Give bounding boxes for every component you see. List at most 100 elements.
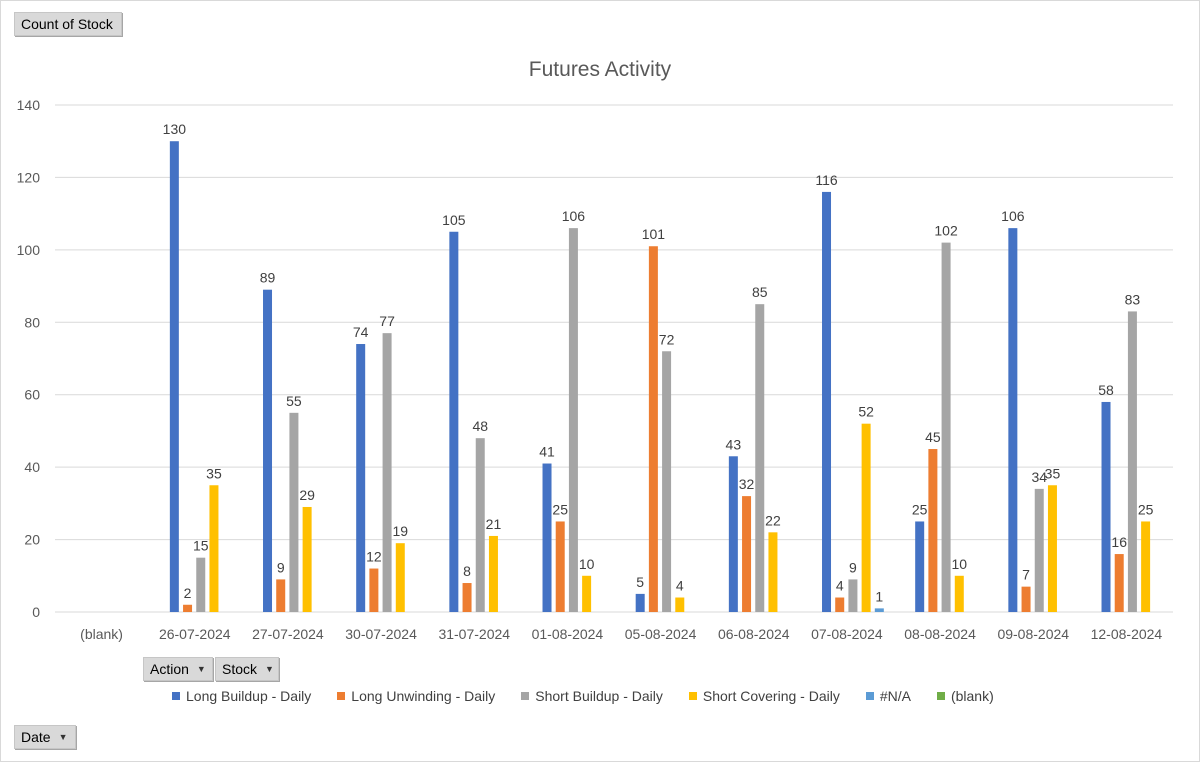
data-label: 102: [934, 223, 958, 239]
bar: [369, 568, 379, 612]
bar: [356, 344, 366, 612]
legend-swatch: [865, 692, 874, 700]
legend-item: Short Covering - Daily: [688, 688, 840, 704]
data-label: 105: [442, 212, 466, 228]
date-label: Date: [21, 729, 51, 745]
legend-label: Short Buildup - Daily: [535, 688, 663, 704]
bar: [755, 304, 765, 612]
data-label: 19: [392, 523, 408, 539]
chart-title: Futures Activity: [529, 58, 672, 81]
bar: [1141, 521, 1151, 612]
legend-item: (blank): [936, 688, 994, 704]
data-label: 35: [1045, 465, 1061, 481]
bar: [209, 485, 219, 612]
data-label: 16: [1111, 534, 1127, 550]
legend-label: #N/A: [879, 688, 911, 704]
data-label: 25: [912, 501, 928, 517]
bar: [742, 496, 752, 612]
data-label: 34: [1031, 469, 1047, 485]
data-label: 7: [1022, 567, 1030, 583]
bar: [1127, 311, 1137, 612]
data-label: 72: [659, 331, 675, 347]
legend-label: Short Covering - Daily: [702, 688, 840, 704]
y-tick-label: 0: [32, 604, 40, 620]
legend-label: Long Buildup - Daily: [186, 688, 312, 704]
x-tick-label: 01-08-2024: [532, 626, 604, 642]
data-label: 21: [486, 516, 502, 532]
y-tick-label: 100: [17, 242, 41, 258]
data-label: 9: [277, 559, 285, 575]
bar: [915, 521, 925, 612]
data-label: 9: [849, 559, 857, 575]
bar: [475, 438, 485, 612]
bar: [276, 579, 286, 612]
bar: [382, 333, 392, 612]
x-tick-label: 31-07-2024: [438, 626, 510, 642]
x-tick-label: 06-08-2024: [718, 626, 790, 642]
data-label: 1: [875, 588, 883, 604]
legend-item: #N/A: [865, 688, 911, 704]
bar: [183, 604, 193, 612]
bar: [848, 579, 858, 612]
y-tick-label: 20: [24, 532, 40, 548]
y-tick-label: 80: [24, 314, 40, 330]
data-label: 45: [925, 429, 941, 445]
action-label: Action: [150, 661, 189, 677]
bar: [954, 575, 964, 612]
bar: [874, 608, 884, 612]
bar: [822, 191, 832, 612]
x-tick-label: (blank): [80, 626, 123, 642]
bar: [555, 521, 565, 612]
y-tick-label: 40: [24, 459, 40, 475]
legend-swatch: [936, 692, 945, 700]
bar: [462, 583, 472, 612]
bar: [835, 597, 845, 612]
data-label: 101: [642, 226, 666, 242]
date-field-button[interactable]: Date ▼: [14, 725, 76, 749]
x-tick-label: 27-07-2024: [252, 626, 324, 642]
data-label: 85: [752, 284, 768, 300]
bar: [728, 456, 738, 612]
legend-swatch: [337, 692, 346, 700]
chevron-down-icon: ▼: [196, 664, 206, 674]
bar: [196, 557, 206, 612]
bar: [289, 412, 299, 612]
action-field-button[interactable]: Action ▼: [143, 657, 213, 681]
stock-field-button[interactable]: Stock ▼: [215, 657, 279, 681]
x-tick-label: 07-08-2024: [811, 626, 883, 642]
x-tick-label: 09-08-2024: [997, 626, 1069, 642]
data-label: 22: [765, 512, 781, 528]
data-label: 25: [552, 501, 568, 517]
chevron-down-icon: ▼: [265, 664, 274, 674]
data-label: 48: [472, 418, 488, 434]
legend-label: Long Unwinding - Daily: [351, 688, 496, 704]
data-label: 58: [1098, 382, 1114, 398]
count-of-stock-field-button[interactable]: Count of Stock: [14, 12, 122, 36]
legend-label: (blank): [950, 688, 994, 704]
data-label: 77: [379, 313, 395, 329]
bar: [648, 246, 658, 612]
data-label: 29: [299, 487, 315, 503]
bar: [395, 543, 405, 612]
bar: [568, 228, 578, 612]
data-label: 41: [539, 444, 555, 460]
data-label: 32: [739, 476, 755, 492]
data-label: 116: [815, 172, 838, 188]
data-label: 74: [353, 324, 369, 340]
bar: [1034, 488, 1044, 612]
data-label: 106: [562, 208, 586, 224]
chart-legend: Long Buildup - Daily Long Unwinding - Dai…: [172, 688, 1020, 704]
x-tick-label: 12-08-2024: [1091, 626, 1163, 642]
data-label: 4: [836, 578, 844, 594]
data-label: 2: [184, 585, 192, 601]
bar: [488, 535, 498, 612]
bar: [675, 597, 685, 612]
bar: [1047, 485, 1057, 612]
data-label: 43: [726, 436, 742, 452]
data-label: 15: [193, 538, 209, 554]
data-label: 5: [636, 574, 644, 590]
data-label: 25: [1138, 501, 1154, 517]
bar: [1008, 228, 1018, 612]
bar: [449, 231, 459, 612]
